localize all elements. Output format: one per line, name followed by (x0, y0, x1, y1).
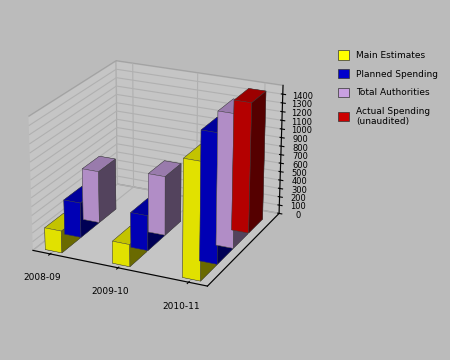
Legend: Main Estimates, Planned Spending, Total Authorities, Actual Spending
(unaudited): Main Estimates, Planned Spending, Total … (336, 48, 441, 129)
